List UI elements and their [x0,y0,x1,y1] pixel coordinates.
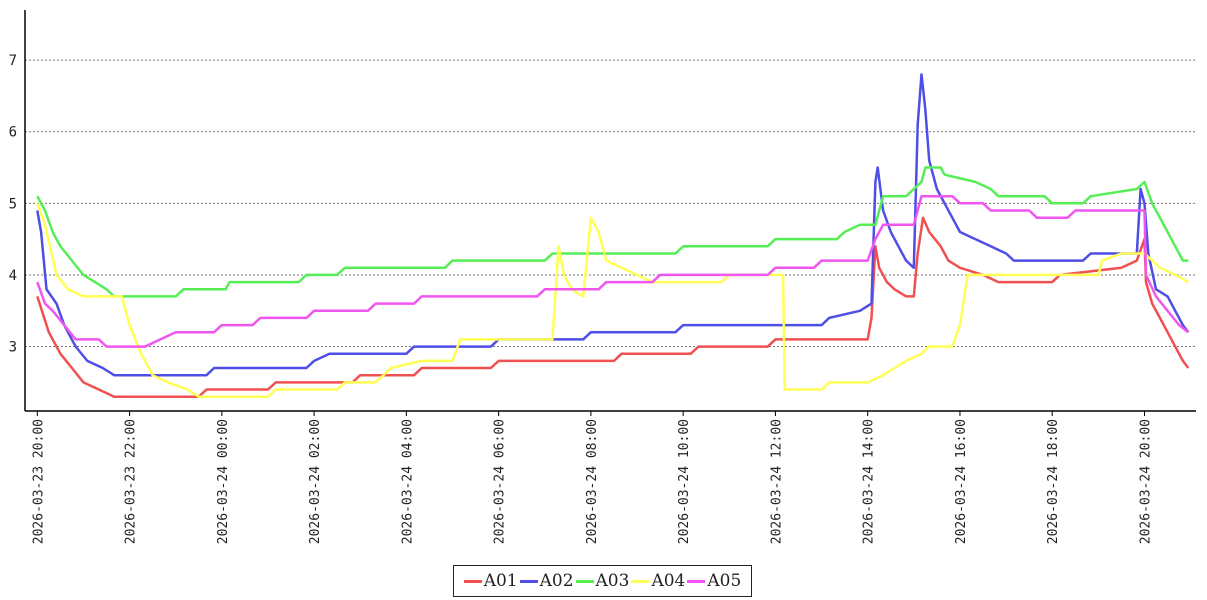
x-tick-labels: 2026-03-23 20:00 2026-03-23 22:00 2026-03-… [31,411,1153,544]
legend-item-a05: A05 [687,571,741,591]
legend-label: A04 [651,571,686,591]
legend-swatch [519,579,538,583]
x-tick-label: 2026-03-24 04:00 [400,419,415,544]
x-tick-label: 2026-03-23 22:00 [124,419,139,544]
series-line-a04 [36,202,1189,398]
legend-item-a03: A03 [575,571,630,591]
series-line-a03 [36,166,1189,298]
x-tick-label: 2026-03-24 00:00 [216,419,231,544]
legend-item-a02: A02 [519,571,574,591]
legend-label: A01 [483,571,518,591]
grid-lines [25,59,1196,348]
x-tick-label: 2026-03-24 08:00 [585,419,600,544]
x-tick-label: 2026-03-24 06:00 [493,419,508,544]
y-tick-labels: 3 4 5 6 7 [9,53,17,355]
x-tick-label: 2026-03-24 10:00 [677,419,692,544]
y-tick-label: 7 [9,53,17,69]
x-tick-label: 2026-03-24 18:00 [1046,419,1061,544]
series-lines [36,73,1190,398]
series-line-a05 [36,194,1190,348]
y-tick-label: 3 [9,340,17,356]
legend-label: A05 [707,571,742,591]
axes [24,10,1196,412]
legend-swatch [687,579,706,583]
y-tick-label: 5 [9,196,17,212]
x-tick-label: 2026-03-23 20:00 [31,419,46,544]
series-line-a01 [36,216,1190,398]
legend-label: A03 [595,571,630,591]
x-tick-label: 2026-03-24 20:00 [1138,419,1153,544]
legend-item-a04: A04 [631,571,685,591]
legend: A01 A02 A03 A04 A05 [453,565,752,597]
series-line-a02 [36,73,1190,377]
y-tick-label: 6 [9,125,17,141]
x-tick-label: 2026-03-24 12:00 [769,419,784,544]
x-tick-label: 2026-03-24 16:00 [954,419,969,544]
legend-swatch [575,579,594,583]
legend-item-a01: A01 [463,571,518,591]
legend-swatch [463,579,482,583]
legend-label: A02 [539,571,574,591]
x-tick-label: 2026-03-24 02:00 [308,419,323,544]
legend-swatch [631,579,650,583]
y-tick-label: 4 [9,268,17,284]
x-tick-label: 2026-03-24 14:00 [862,419,877,544]
